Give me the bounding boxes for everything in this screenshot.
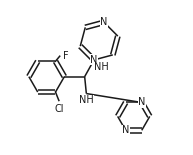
Text: F: F bbox=[63, 51, 69, 61]
Text: N: N bbox=[122, 125, 129, 135]
Text: N: N bbox=[138, 97, 146, 107]
Text: N: N bbox=[90, 55, 98, 65]
Text: NH: NH bbox=[94, 62, 108, 72]
Text: N: N bbox=[100, 17, 108, 27]
Text: NH: NH bbox=[79, 95, 94, 105]
Text: Cl: Cl bbox=[54, 104, 64, 114]
